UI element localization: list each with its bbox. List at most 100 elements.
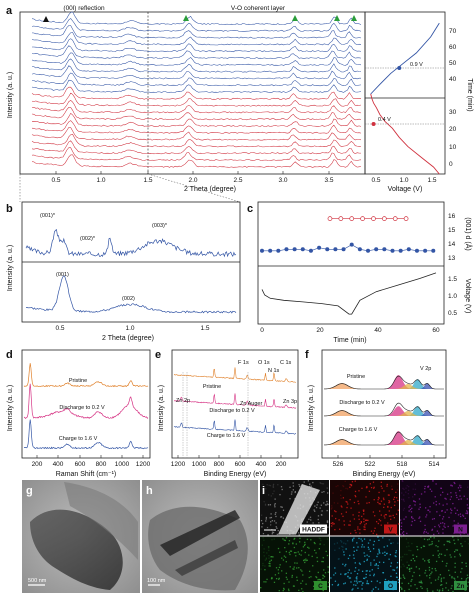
eds-pixel xyxy=(395,497,398,499)
eds-pixel xyxy=(356,542,358,544)
eds-pixel xyxy=(409,508,412,511)
eds-pixel xyxy=(283,555,286,557)
eds-scale-label: 1μm xyxy=(264,523,273,528)
panel-a-xrd-traces xyxy=(31,11,362,168)
eds-pixel xyxy=(296,579,298,581)
xps-component xyxy=(324,406,444,416)
eds-pixel xyxy=(312,565,314,567)
eds-pixel xyxy=(390,575,392,577)
eds-pixel xyxy=(419,520,422,523)
eds-pixel xyxy=(313,549,316,551)
eds-pixel xyxy=(301,580,304,582)
eds-pixel xyxy=(294,491,296,494)
eds-pixel xyxy=(418,508,420,510)
eds-pixel xyxy=(294,498,296,500)
eds-pixel xyxy=(432,590,434,592)
panel-h-sheet xyxy=(148,506,248,591)
eds-pixel xyxy=(308,576,310,579)
panel-a-voltage-tick: 0.5 xyxy=(371,177,380,184)
eds-pixel xyxy=(375,586,377,589)
eds-pixel xyxy=(411,507,413,510)
xps-survey-curve xyxy=(174,393,297,409)
eds-pixel xyxy=(330,522,332,525)
eds-pixel xyxy=(442,528,444,530)
eds-pixel xyxy=(278,578,280,580)
eds-pixel xyxy=(466,585,469,587)
eds-pixel xyxy=(450,587,452,590)
eds-pixel xyxy=(372,548,375,550)
eds-pixel xyxy=(375,533,378,536)
eds-pixel xyxy=(289,550,292,552)
eds-pixel xyxy=(288,551,290,554)
eds-pixel xyxy=(351,481,354,483)
panel-c-xtick: 40 xyxy=(374,327,382,334)
eds-pixel xyxy=(342,549,344,551)
eds-pixel xyxy=(443,523,446,525)
eds-pixel xyxy=(459,513,462,515)
eds-pixel xyxy=(289,498,291,500)
xrd-trace xyxy=(31,140,361,155)
eds-pixel xyxy=(282,517,285,519)
eds-pixel xyxy=(337,502,339,504)
eds-pixel xyxy=(457,487,460,489)
eds-pixel xyxy=(272,483,275,486)
eds-pixel xyxy=(448,540,450,542)
blue-point xyxy=(374,247,379,252)
eds-pixel xyxy=(460,536,462,539)
eds-pixel xyxy=(331,505,333,507)
eds-pixel xyxy=(351,589,353,591)
eds-pixel xyxy=(410,524,413,526)
eds-pixel xyxy=(427,559,429,562)
eds-pixel xyxy=(424,524,426,527)
eds-pixel xyxy=(367,519,369,522)
eds-pixel xyxy=(442,588,444,590)
eds-pixel xyxy=(358,490,360,492)
panel-c-y1-label: (001) d (Å) xyxy=(464,217,473,250)
eds-pixel xyxy=(450,492,452,494)
eds-pixel xyxy=(267,534,269,536)
eds-pixel xyxy=(390,515,392,517)
eds-pixel xyxy=(272,556,274,558)
eds-pixel xyxy=(357,546,359,548)
panel-c-letter: c xyxy=(247,203,253,215)
eds-pixel xyxy=(410,585,412,587)
eds-pixel xyxy=(267,504,270,506)
eds-pixel xyxy=(279,551,281,553)
eds-pixel xyxy=(440,522,442,524)
eds-pixel xyxy=(336,542,339,544)
eds-pixel xyxy=(461,577,463,580)
eds-pixel xyxy=(426,590,429,592)
eds-pixel xyxy=(449,498,451,501)
blue-line xyxy=(262,244,434,252)
eds-pixel xyxy=(340,573,342,575)
eds-pixel xyxy=(326,503,329,505)
eds-pixel xyxy=(424,487,426,490)
eds-pixel xyxy=(366,558,368,560)
eds-pixel xyxy=(275,577,278,580)
red-point xyxy=(349,216,355,221)
eds-pixel xyxy=(455,494,458,497)
eds-pixel xyxy=(279,564,281,566)
eds-pixel xyxy=(345,548,347,550)
eds-pixel xyxy=(413,500,415,503)
eds-pixel xyxy=(414,501,417,503)
eds-pixel xyxy=(356,582,358,584)
eds-pixel xyxy=(437,578,439,580)
panel-a-voltage-frame xyxy=(364,11,446,175)
eds-pixel xyxy=(277,572,280,574)
panel-e-ylabel: Intensity (a. u.) xyxy=(158,385,165,431)
eds-pixel xyxy=(317,571,319,574)
eds-pixel xyxy=(289,553,291,556)
panel-d-ylabel: Intensity (a. u.) xyxy=(7,385,14,431)
panel-g-sheet-2 xyxy=(64,482,138,560)
eds-pixel xyxy=(465,579,467,581)
eds-pixel xyxy=(378,551,380,553)
eds-pixel xyxy=(411,520,413,523)
eds-pixel xyxy=(403,534,405,536)
xps-envelope xyxy=(324,402,444,417)
eds-pixel xyxy=(465,565,468,567)
panel-a-peak-marker-green-2 xyxy=(292,15,298,21)
eds-pixel xyxy=(313,580,315,583)
eds-pixel xyxy=(347,503,349,505)
eds-pixel xyxy=(383,498,385,501)
